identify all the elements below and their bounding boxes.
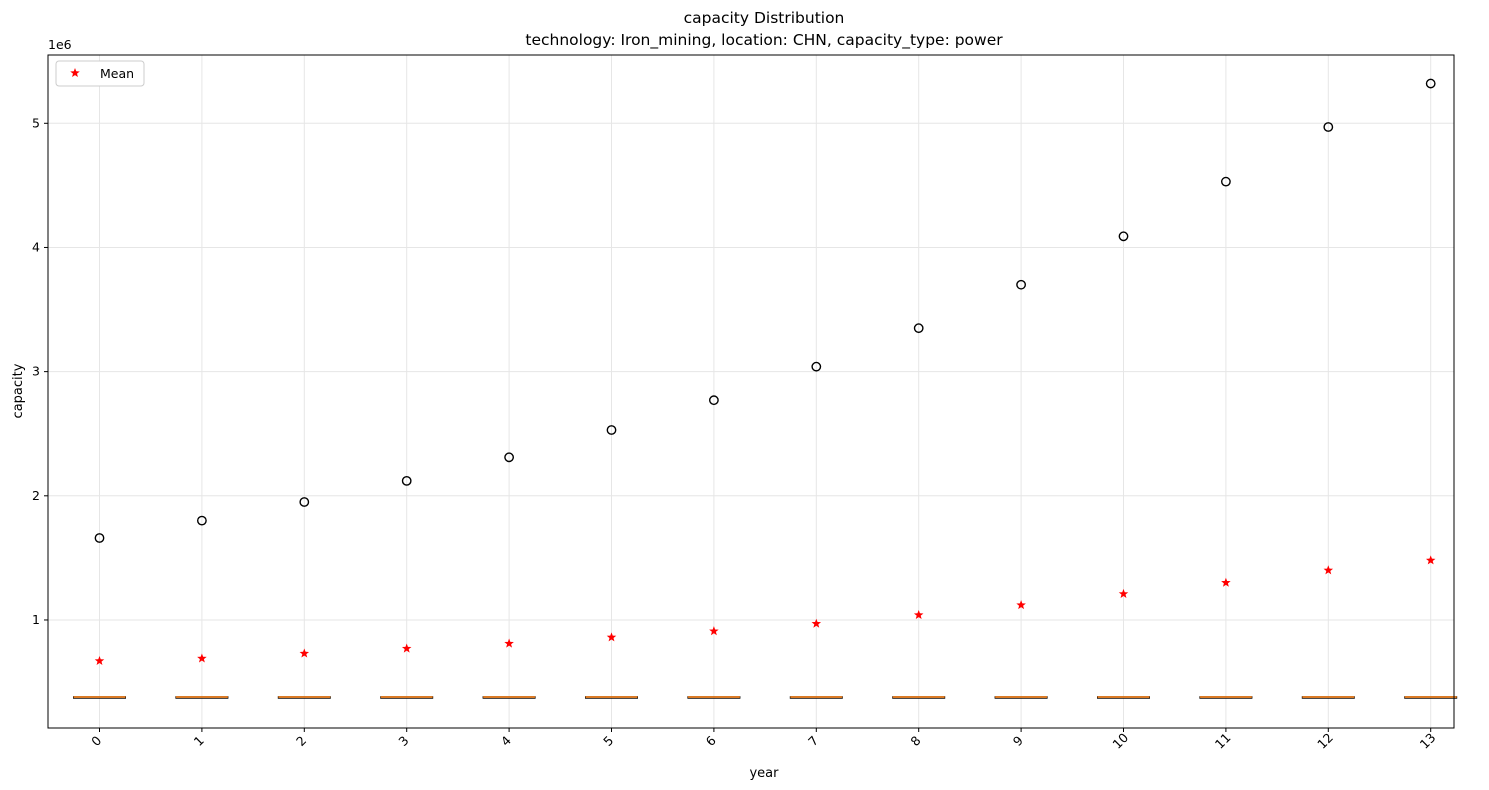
mean-point: [401, 643, 412, 653]
legend-mean-label: Mean: [100, 66, 134, 81]
mean-point: [709, 626, 719, 636]
legend-mean-marker-icon: [70, 68, 80, 78]
x-tick-label: 10: [1109, 730, 1131, 752]
outlier-point: [1425, 78, 1436, 89]
outlier-point: [1016, 279, 1026, 290]
x-tick-label: 5: [600, 733, 616, 749]
legend-box: [55, 60, 145, 87]
outlier-point: [913, 323, 924, 334]
mean-point: [197, 653, 207, 663]
x-tick-label: 9: [1010, 733, 1026, 749]
x-tick-label: 3: [395, 733, 411, 749]
outlier-point: [606, 425, 617, 435]
x-tick-label: 1: [191, 733, 207, 749]
outlier-point: [196, 515, 207, 526]
mean-point: [1425, 555, 1436, 565]
mean-point: [913, 610, 924, 620]
x-tick-label: 11: [1212, 730, 1234, 752]
mean-point: [1221, 577, 1231, 587]
x-axis-label: year: [749, 766, 779, 781]
outlier-point: [401, 476, 412, 486]
x-tick-label: 0: [88, 733, 104, 749]
plot-frame: [47, 54, 1455, 729]
outlier-point: [1323, 122, 1334, 132]
mean-point: [811, 618, 822, 628]
outlier-point: [1221, 176, 1231, 187]
outliers: [94, 78, 1436, 543]
mean-point: [94, 655, 105, 665]
chart-subtitle: technology: Iron_mining, location: CHN, …: [525, 31, 1003, 50]
mean-point: [1323, 565, 1334, 575]
mean-point: [504, 638, 514, 648]
boxes: [73, 696, 1458, 699]
grid: [48, 55, 1454, 728]
y-tick-label: 3: [32, 364, 40, 379]
outlier-point: [709, 395, 719, 406]
y-tick-label: 1: [32, 612, 40, 627]
x-tick-label: 7: [805, 733, 821, 749]
y-axis-label: capacity: [11, 363, 26, 418]
legend: Mean: [55, 60, 145, 87]
y-offset-label: 1e6: [48, 37, 72, 52]
mean-point: [1118, 588, 1129, 598]
chart-title: capacity Distribution: [684, 9, 845, 27]
y-tick-label: 5: [32, 115, 40, 130]
outlier-point: [811, 361, 822, 372]
mean-point: [1016, 600, 1026, 610]
y-tick-label: 2: [32, 488, 40, 503]
x-axis-ticks: 0 1 2 3 4 5 6 7 8 9 10 11 12 13: [88, 728, 1438, 752]
outlier-point: [94, 533, 105, 543]
x-tick-label: 4: [498, 733, 514, 749]
y-axis-ticks: 1 2 3 4 5: [32, 115, 48, 627]
mean-point: [606, 632, 617, 642]
outlier-point: [504, 452, 514, 463]
mean-point: [299, 648, 310, 658]
x-tick-label: 8: [907, 733, 923, 749]
outlier-point: [299, 497, 310, 507]
outlier-point: [1118, 231, 1129, 242]
y-tick-label: 4: [32, 239, 40, 254]
x-tick-label: 12: [1314, 730, 1336, 752]
x-tick-label: 2: [293, 733, 309, 749]
x-tick-label: 13: [1417, 730, 1439, 752]
x-tick-label: 6: [703, 733, 719, 749]
means: [94, 555, 1436, 665]
